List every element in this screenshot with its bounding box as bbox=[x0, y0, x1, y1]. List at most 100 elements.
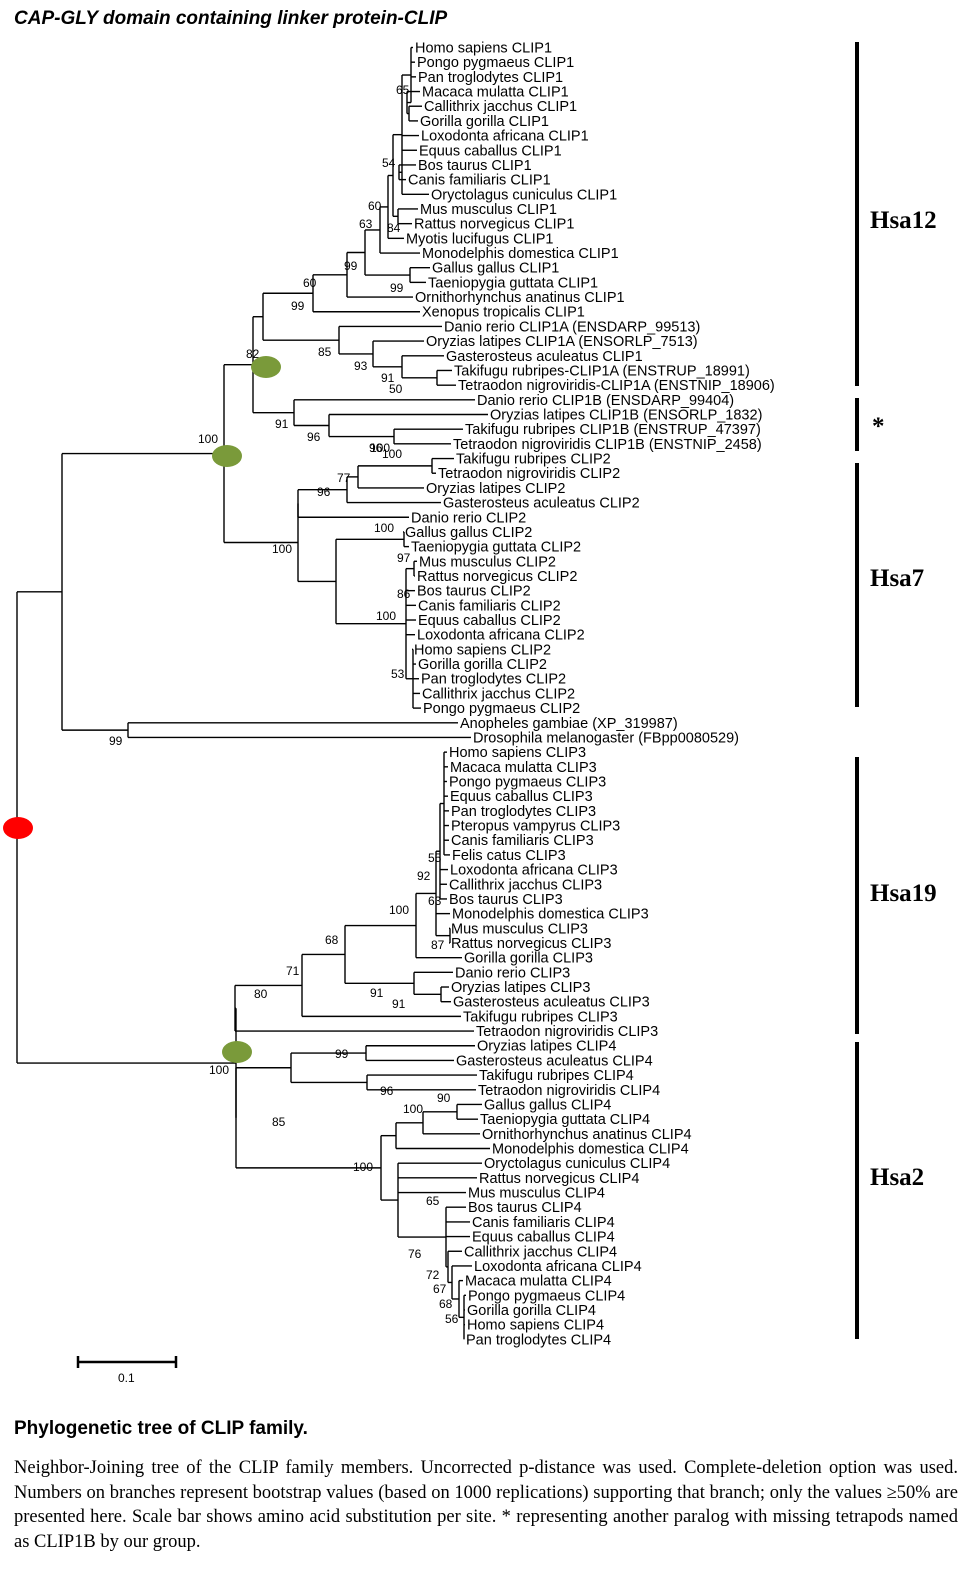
tree-leaf-label: Oryzias latipes CLIP1B (ENSORLP_1832) bbox=[490, 408, 762, 424]
tree-leaf-label: Canis familiaris CLIP1 bbox=[408, 173, 551, 189]
tree-leaf-label: Gorilla gorilla CLIP3 bbox=[464, 951, 593, 967]
bootstrap-value: 100 bbox=[209, 1063, 229, 1077]
clade-label: Hsa12 bbox=[870, 207, 937, 234]
bootstrap-value: 54 bbox=[382, 156, 396, 170]
tree-leaf-label: Equus caballus CLIP1 bbox=[419, 143, 562, 159]
tree-leaf-label: Taeniopygia guttata CLIP1 bbox=[428, 275, 598, 291]
bootstrap-value: 100 bbox=[376, 609, 396, 623]
tree-leaf-label: Takifugu rubripes CLIP2 bbox=[456, 452, 611, 468]
tree-leaf-label: Equus caballus CLIP2 bbox=[418, 613, 561, 629]
bootstrap-value: 90 bbox=[437, 1091, 451, 1105]
tree-leaf-label: Homo sapiens CLIP1 bbox=[415, 41, 552, 57]
bootstrap-value: 100 bbox=[353, 1160, 373, 1174]
tree-leaf-label: Rattus norvegicus CLIP4 bbox=[479, 1171, 639, 1187]
bootstrap-value: 100 bbox=[370, 441, 390, 455]
bootstrap-value: 87 bbox=[431, 938, 445, 952]
scale-bar-label: 0.1 bbox=[118, 1371, 135, 1385]
tree-leaf-label: Equus caballus CLIP4 bbox=[472, 1230, 615, 1246]
bootstrap-value: 60 bbox=[368, 199, 382, 213]
bootstrap-value: 80 bbox=[254, 987, 268, 1001]
tree-leaf-label: Mus musculus CLIP3 bbox=[451, 921, 588, 937]
duplication-node-marker bbox=[212, 445, 242, 467]
figure-title: CAP-GLY domain containing linker protein… bbox=[14, 8, 448, 29]
bootstrap-value: 85 bbox=[318, 345, 332, 359]
tree-leaf-label: Gasterosteus aculeatus CLIP4 bbox=[456, 1053, 653, 1069]
tree-leaf-label: Tetraodon nigroviridis-CLIP1A (ENSTNIP_1… bbox=[458, 378, 775, 394]
tree-leaf-label: Takifugu rubripes CLIP1B (ENSTRUP_47397) bbox=[465, 422, 761, 438]
tree-leaf-label: Equus caballus CLIP3 bbox=[450, 789, 593, 805]
tree-leaf-label: Pongo pygmaeus CLIP1 bbox=[417, 55, 574, 71]
bootstrap-value: 50 bbox=[389, 382, 403, 396]
tree-leaf-label: Rattus norvegicus CLIP2 bbox=[417, 569, 577, 585]
tree-leaf-label: Pan troglodytes CLIP4 bbox=[466, 1332, 611, 1348]
tree-leaf-label: Gallus gallus CLIP4 bbox=[484, 1097, 611, 1113]
bootstrap-value: 100 bbox=[389, 903, 409, 917]
bootstrap-value: 100 bbox=[382, 447, 402, 461]
bootstrap-value: 91 bbox=[370, 986, 384, 1000]
bootstrap-value: 77 bbox=[337, 471, 351, 485]
tree-leaf-label: Taeniopygia guttata CLIP4 bbox=[480, 1112, 650, 1128]
bootstrap-value: 71 bbox=[286, 964, 300, 978]
bootstrap-value: 100 bbox=[198, 432, 218, 446]
tree-leaf-label: Myotis lucifugus CLIP1 bbox=[406, 231, 553, 247]
tree-leaf-label: Gorilla gorilla CLIP2 bbox=[418, 657, 547, 673]
tree-leaf-label: Tetraodon nigroviridis CLIP1B (ENSTNIP_2… bbox=[453, 437, 762, 453]
tree-leaf-label: Oryzias latipes CLIP3 bbox=[451, 980, 590, 996]
bootstrap-value: 86 bbox=[397, 587, 411, 601]
bootstrap-value: 53 bbox=[391, 667, 405, 681]
bootstrap-value: 100 bbox=[403, 1102, 423, 1116]
clade-label: Hsa2 bbox=[870, 1164, 924, 1191]
clade-label: Hsa7 bbox=[870, 565, 924, 592]
tree-leaf-label: Gorilla gorilla CLIP4 bbox=[467, 1303, 596, 1319]
tree-leaf-label: Pongo pygmaeus CLIP2 bbox=[423, 701, 580, 717]
duplication-node-marker bbox=[222, 1041, 252, 1063]
tree-leaf-label: Pan troglodytes CLIP1 bbox=[418, 70, 563, 86]
bootstrap-value: 99 bbox=[335, 1047, 349, 1061]
tree-leaf-label: Oryzias latipes CLIP1A (ENSORLP_7513) bbox=[426, 334, 698, 350]
root-node-marker bbox=[3, 817, 33, 839]
tree-leaf-label: Ornithorhynchus anatinus CLIP4 bbox=[482, 1127, 692, 1143]
tree-leaf-label: Drosophila melanogaster (FBpp0080529) bbox=[473, 730, 739, 746]
bootstrap-value: 63 bbox=[359, 217, 373, 231]
tree-leaf-label: Pan troglodytes CLIP3 bbox=[451, 804, 596, 820]
tree-leaf-label: Loxodonta africana CLIP2 bbox=[417, 628, 585, 644]
bootstrap-value: 96 bbox=[307, 430, 321, 444]
tree-leaf-label: Macaca mulatta CLIP1 bbox=[422, 85, 569, 101]
bootstrap-value: 96 bbox=[380, 1084, 394, 1098]
tree-leaf-label: Oryzias latipes CLIP2 bbox=[426, 481, 565, 497]
bootstrap-value: 76 bbox=[408, 1247, 422, 1261]
tree-leaf-label: Pan troglodytes CLIP2 bbox=[421, 672, 566, 688]
tree-leaf-label: Callithrix jacchus CLIP4 bbox=[464, 1244, 617, 1260]
bootstrap-value: 99 bbox=[344, 259, 358, 273]
bootstrap-value: 68 bbox=[439, 1297, 453, 1311]
tree-leaf-label: Rattus norvegicus CLIP1 bbox=[414, 217, 574, 233]
tree-leaf-label: Homo sapiens CLIP4 bbox=[467, 1318, 604, 1334]
bootstrap-value: 72 bbox=[426, 1268, 440, 1282]
bootstrap-value: 68 bbox=[325, 933, 339, 947]
tree-leaf-label: Callithrix jacchus CLIP2 bbox=[422, 686, 575, 702]
tree-leaf-label: Canis familiaris CLIP4 bbox=[472, 1215, 615, 1231]
tree-leaf-label: Gasterosteus aculeatus CLIP1 bbox=[446, 349, 643, 365]
tree-leaf-label: Oryctolagus cuniculus CLIP4 bbox=[484, 1156, 670, 1172]
bootstrap-value: 91 bbox=[275, 417, 289, 431]
tree-leaf-label: Homo sapiens CLIP3 bbox=[449, 745, 586, 761]
tree-leaf-label: Danio rerio CLIP3 bbox=[455, 965, 570, 981]
bootstrap-value: 55 bbox=[428, 851, 442, 865]
bootstrap-value: 63 bbox=[428, 894, 442, 908]
tree-leaf-label: Rattus norvegicus CLIP3 bbox=[451, 936, 611, 952]
tree-leaf-label: Danio rerio CLIP2 bbox=[411, 510, 526, 526]
bootstrap-value: 56 bbox=[445, 1312, 459, 1326]
tree-leaf-label: Gorilla gorilla CLIP1 bbox=[420, 114, 549, 130]
tree-leaf-label: Taeniopygia guttata CLIP2 bbox=[411, 540, 581, 556]
bootstrap-value: 85 bbox=[272, 1115, 286, 1129]
tree-leaf-label: Anopheles gambiae (XP_319987) bbox=[460, 716, 678, 732]
tree-leaf-label: Loxodonta africana CLIP1 bbox=[421, 129, 589, 145]
tree-leaf-label: Danio rerio CLIP1A (ENSDARP_99513) bbox=[444, 319, 700, 335]
bootstrap-value: 65 bbox=[396, 83, 410, 97]
caption-body: Neighbor-Joining tree of the CLIP family… bbox=[14, 1458, 958, 1552]
tree-leaf-label: Danio rerio CLIP1B (ENSDARP_99404) bbox=[477, 393, 734, 409]
tree-leaf-label: Pteropus vampyrus CLIP3 bbox=[451, 819, 620, 835]
tree-leaf-label: Loxodonta africana CLIP3 bbox=[450, 863, 618, 879]
tree-leaf-label: Homo sapiens CLIP2 bbox=[414, 642, 551, 658]
